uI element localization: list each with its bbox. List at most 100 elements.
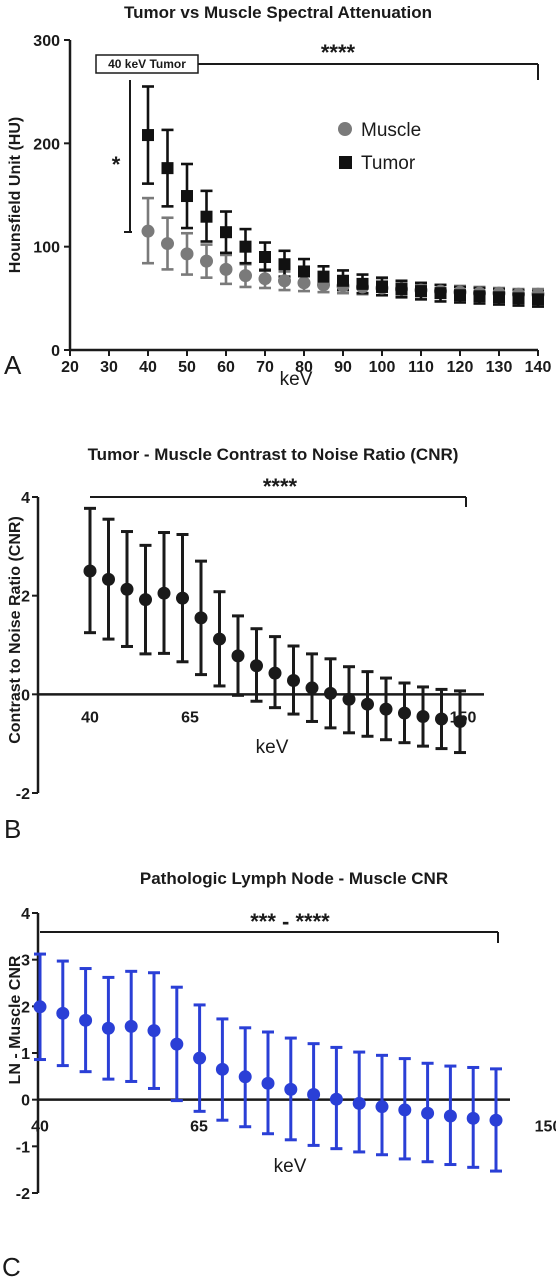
panel-c-point [398,1103,412,1117]
panel-a-muscle-point [161,237,174,251]
panel-a-x-tick-label: 90 [334,359,352,376]
panel-b-point [361,697,374,711]
panel-c-point [443,1109,457,1123]
panel-c: Pathologic Lymph Node - Muscle CNR LN - … [2,869,556,1280]
panel-a-x-tick-label: 20 [61,359,79,376]
panel-b-point [213,632,226,646]
panel-a-tumor-point [415,285,427,298]
panel-b-point [268,666,282,680]
panel-c-point [261,1076,275,1090]
panel-c-point [170,1037,184,1051]
panel-c-y-axis-label: LN - Muscle CNR [7,955,24,1084]
panel-c-significance-stars: *** - **** [250,909,330,934]
panel-b-point [139,593,152,607]
panel-a-x-tick-label: 40 [139,359,157,376]
panel-b-y-axis-label: Contrast to Noise Ratio (CNR) [7,516,24,744]
panel-a-y-tick-label: 100 [33,240,60,257]
panel-a-y-tick-label: 0 [51,343,60,360]
panel-c-point [284,1082,298,1096]
panel-a-tumor-point [298,265,310,278]
panel-a-muscle-point [141,224,155,238]
panel-a-tumor-point [473,290,486,303]
panel-b-title: Tumor - Muscle Contrast to Noise Ratio (… [88,445,459,464]
panel-c-point [307,1088,321,1102]
panel-a-y-tick-label: 200 [33,136,60,153]
panel-b-point [250,659,263,673]
panel-a-y-tick-label: 300 [33,33,60,50]
panel-a-tumor-point [356,277,369,290]
panel-a-muscle-point [297,276,311,290]
panel-c-point [238,1070,252,1084]
panel-b-x-tick-label: 40 [81,709,99,726]
panel-a-muscle-point [200,254,213,268]
panel-a-x-tick-label: 140 [525,359,552,376]
panel-c-letter: C [2,1252,21,1280]
panel-a-x-tick-label: 120 [447,359,474,376]
panel-b-point [435,712,448,726]
panel-b-y-tick-label: 4 [21,490,30,507]
panel-a-x-tick-label: 130 [486,359,513,376]
panel-c-point [421,1106,435,1120]
panel-a-tumor-point [395,283,408,296]
panel-a-tumor-point [259,251,271,263]
panel-a-tumor-point [434,287,447,300]
panel-c-point [56,1006,70,1020]
panel-c-x-axis-label: keV [274,1156,307,1177]
panel-c-point [124,1019,138,1033]
panel-c-y-tick-label: 4 [21,906,30,923]
panel-b-point [157,586,171,600]
panel-a-tumor-point [278,258,291,271]
panel-a-annotation-box-label: 40 keV Tumor [108,57,186,71]
panel-a-y-axis-label: Hounsfield Unit (HU) [7,117,24,273]
panel-a-significance-stars: **** [321,40,356,65]
panel-a-tumor-point [161,162,174,175]
panel-c-y-tick-label: 1 [21,1046,30,1063]
panel-a: Tumor vs Muscle Spectral Attenuation Hou… [4,3,551,390]
panel-a-tumor-point [376,280,388,293]
panel-a-tumor-point [220,226,232,239]
panel-b-letter: B [4,814,21,844]
panel-c-point [375,1100,389,1114]
panel-c-point [33,1000,47,1014]
panel-a-x-tick-label: 50 [178,359,196,376]
panel-b-x-tick-label: 65 [181,709,199,726]
panel-c-point [215,1062,229,1076]
panel-a-x-tick-label: 110 [408,359,434,376]
panel-c-x-tick-label: 40 [31,1119,49,1136]
panel-a-tumor-point [512,292,525,305]
panel-a-tumor-point [532,293,544,306]
legend-muscle-label: Muscle [361,120,421,141]
panel-a-x-tick-label: 100 [369,359,396,376]
panel-a-muscle-point [278,274,291,288]
panel-c-point [79,1013,93,1027]
panel-a-tumor-point [454,289,466,302]
panel-a-muscle-point [180,247,194,261]
panel-c-point [101,1021,115,1035]
panel-a-tumor-point [200,210,213,223]
panel-a-x-tick-label: 70 [256,359,274,376]
panel-b-point [379,702,393,716]
panel-a-title: Tumor vs Muscle Spectral Attenuation [124,3,432,22]
panel-a-tumor-point [239,240,252,253]
panel-b-y-tick-label: -2 [16,786,30,803]
legend-tumor-marker [339,156,352,169]
panel-c-y-tick-label: 2 [21,999,30,1016]
panel-b-point [83,564,97,578]
panel-b-point [102,572,115,586]
panel-b-point [342,692,356,706]
panel-b-point [194,611,208,625]
panel-a-tumor-point [337,274,349,287]
panel-c-y-tick-label: 0 [21,1093,30,1110]
panel-a-muscle-point [239,269,252,283]
panel-c-point [147,1024,161,1038]
panel-c-y-tick-label: 3 [21,953,30,970]
panel-a-tumor-point [142,129,154,142]
panel-c-point [329,1092,343,1106]
panel-a-tumor-point [181,190,193,203]
panel-b-y-tick-label: 0 [21,687,30,704]
panel-b-point [398,706,411,720]
panel-a-bracket-star: * [112,152,121,177]
panel-a-muscle-point [258,272,272,286]
panel-c-x-tick-label: 150 [535,1119,556,1136]
panel-b-point [416,710,430,724]
